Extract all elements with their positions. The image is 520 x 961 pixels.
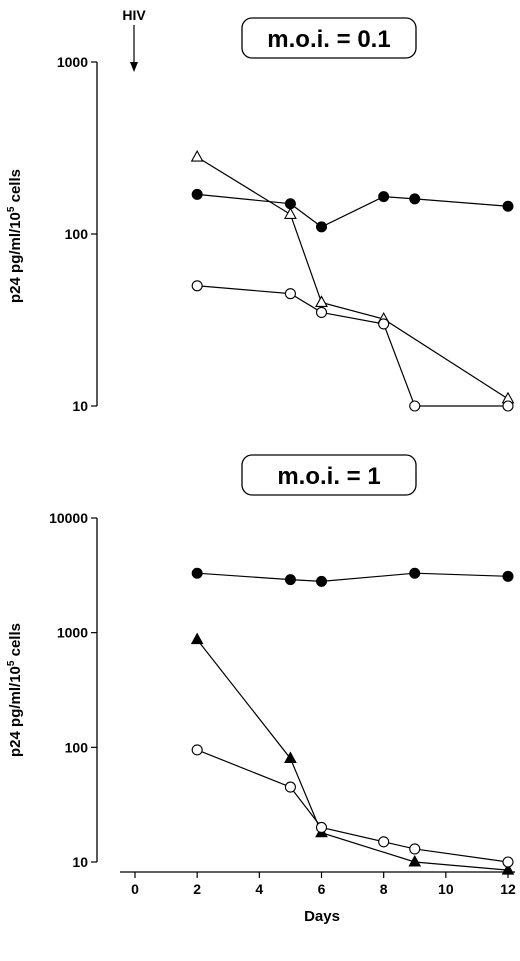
- data-point-filled-circle: [284, 198, 296, 210]
- data-point-open-circle: [378, 318, 390, 330]
- data-point-open-triangle: [315, 295, 328, 307]
- data-point-open-circle: [191, 280, 203, 292]
- x-tick-label: 8: [380, 881, 388, 897]
- data-point-filled-triangle: [284, 751, 297, 763]
- y-axis-label: p24 pg/ml/105 cells: [6, 623, 24, 757]
- series-line: [197, 572, 509, 582]
- data-point-open-circle: [502, 856, 514, 868]
- y-ticks: 10000 1000 100 10: [49, 510, 97, 870]
- y-tick-label: 100: [65, 226, 89, 242]
- hiv-arrow-head: [130, 62, 138, 72]
- y-tick-label: 10000: [49, 510, 88, 526]
- data-point-filled-circle: [316, 221, 327, 233]
- y-tick-label: 10: [72, 854, 88, 870]
- data-point-open-circle: [284, 288, 296, 300]
- series-line: [196, 156, 509, 400]
- y-tick-label: 100: [65, 739, 89, 755]
- x-ticks: 0 2 4 6 8 10 12: [131, 872, 516, 897]
- data-point-open-circle: [378, 836, 390, 848]
- y-ticks: 1000 100 10: [57, 54, 97, 414]
- series-line: [196, 749, 509, 863]
- panel-label: m.o.i. = 0.1: [267, 26, 390, 53]
- data-point-filled-triangle: [408, 854, 422, 867]
- data-point-filled-circle: [502, 570, 514, 582]
- data-point-filled-circle: [316, 575, 327, 587]
- x-tick-label: 10: [438, 881, 454, 897]
- series-line: [197, 285, 508, 407]
- data-point-filled-circle: [284, 574, 296, 586]
- series-line: [196, 639, 509, 871]
- data-point-open-circle: [315, 821, 328, 834]
- y-tick-label: 1000: [57, 54, 88, 70]
- data-point-filled-circle: [191, 188, 203, 200]
- data-point-filled-circle: [191, 567, 203, 579]
- x-tick-label: 2: [193, 881, 201, 897]
- data-point-filled-triangle: [190, 632, 204, 645]
- x-tick-label: 0: [131, 881, 139, 897]
- plot-area: [190, 149, 515, 412]
- panel-moi-0-1: m.o.i. = 0.1 1000 100 10 p24 pg/ml/105 cel…: [6, 17, 515, 414]
- data-point-open-circle: [502, 400, 514, 412]
- y-axis-label: p24 pg/ml/105 cells: [6, 169, 24, 303]
- plot-area: [190, 567, 515, 875]
- data-point-open-circle: [191, 744, 203, 756]
- hiv-label: HIV: [122, 7, 146, 23]
- x-tick-label: 4: [255, 881, 263, 897]
- x-axis-label: Days: [304, 908, 340, 925]
- data-point-filled-circle: [378, 191, 390, 203]
- data-point-filled-circle: [409, 193, 421, 205]
- x-tick-label: 6: [318, 881, 326, 897]
- x-tick-label: 12: [500, 881, 516, 897]
- panel-label-box: [241, 454, 417, 496]
- data-point-open-circle: [409, 843, 421, 855]
- data-point-open-circle: [409, 400, 421, 412]
- data-point-open-circle: [315, 306, 328, 318]
- y-tick-label: 10: [72, 398, 88, 414]
- data-point-open-triangle: [190, 149, 204, 162]
- series-line: [197, 193, 509, 228]
- data-point-filled-circle: [502, 200, 514, 212]
- data-point-open-triangle: [283, 207, 297, 219]
- panel-label: m.o.i. = 1: [277, 463, 380, 490]
- y-tick-label: 1000: [57, 625, 88, 641]
- data-point-filled-circle: [409, 567, 421, 579]
- data-point-open-circle: [284, 781, 296, 793]
- panel-label-box: [241, 17, 417, 59]
